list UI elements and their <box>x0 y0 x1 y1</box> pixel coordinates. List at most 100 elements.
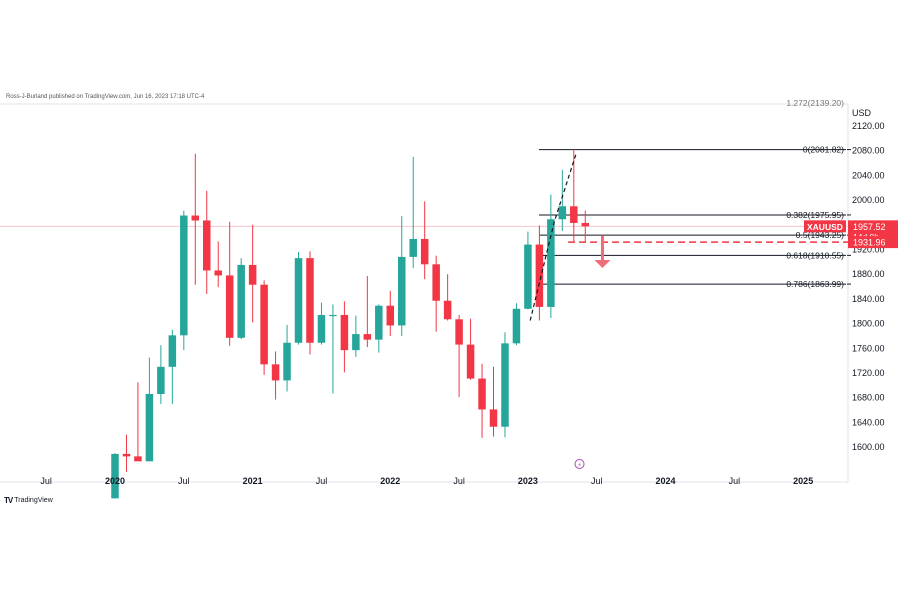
svg-text:⚡: ⚡ <box>577 461 582 469</box>
candle[interactable] <box>157 345 165 404</box>
candle-body <box>214 270 222 276</box>
candle[interactable] <box>581 210 590 243</box>
swing-trendline[interactable] <box>529 153 577 321</box>
candle[interactable] <box>570 149 578 243</box>
price-tick-label: 1600.00 <box>852 442 885 452</box>
candle-body <box>443 300 452 320</box>
candle[interactable] <box>340 301 349 373</box>
symbol-tag-bg <box>804 220 846 233</box>
price-tick-label: 1840.00 <box>852 294 885 304</box>
candle[interactable] <box>271 351 280 400</box>
candle-body <box>157 366 165 394</box>
candle[interactable] <box>375 304 383 353</box>
candle[interactable] <box>317 302 326 345</box>
candle-body <box>191 215 200 221</box>
candle[interactable] <box>191 153 200 285</box>
candle[interactable] <box>547 194 555 319</box>
candle[interactable] <box>478 363 486 438</box>
time-tick-label: 2023 <box>518 476 538 486</box>
candle[interactable] <box>489 366 498 437</box>
candle-body <box>398 256 406 326</box>
tradingview-logo-icon: TV <box>4 496 13 505</box>
candle[interactable] <box>420 201 429 280</box>
candle[interactable] <box>455 314 463 398</box>
candle[interactable] <box>329 304 337 394</box>
candle[interactable] <box>237 258 245 340</box>
time-tick-label: Jul <box>316 476 328 486</box>
candle[interactable] <box>134 382 142 462</box>
price-tick-label: 1800.00 <box>852 319 885 329</box>
candle[interactable] <box>352 315 360 357</box>
candle[interactable] <box>501 332 509 438</box>
time-tick-label: 2020 <box>105 476 125 486</box>
candle[interactable] <box>283 324 291 392</box>
time-tick-label: Jul <box>40 476 52 486</box>
candle[interactable] <box>524 231 532 310</box>
candle[interactable] <box>260 280 268 375</box>
time-tick-label: Jul <box>729 476 741 486</box>
candle[interactable] <box>122 434 131 472</box>
time-tick-label: Jul <box>178 476 190 486</box>
candle[interactable] <box>386 290 395 336</box>
candle[interactable] <box>203 190 211 294</box>
candle-body <box>352 334 360 351</box>
price-tick-label: 2040.00 <box>852 170 885 180</box>
candle-body <box>294 258 303 343</box>
candle-body <box>329 314 337 317</box>
candle[interactable] <box>214 241 222 288</box>
candle-body <box>180 215 188 336</box>
fib-level-label: 0.618(1910.55) <box>786 250 844 260</box>
publish-info: Ross-J-Burland published on TradingView.… <box>6 94 205 100</box>
candle[interactable] <box>180 210 188 351</box>
tradingview-logo: TV TradingView <box>4 496 53 505</box>
time-tick-label: 2024 <box>656 476 676 486</box>
candle-body <box>501 343 509 427</box>
candle[interactable] <box>294 251 303 345</box>
candle-body <box>260 284 268 365</box>
price-tick-label: 2120.00 <box>852 121 885 131</box>
candle[interactable] <box>432 255 440 332</box>
candle-body <box>478 378 486 410</box>
candle-body <box>409 239 417 257</box>
candle-body <box>271 364 280 381</box>
price-tick-label: 1640.00 <box>852 417 885 427</box>
candle-body <box>248 264 257 285</box>
candle[interactable] <box>443 274 452 321</box>
candle-body <box>489 409 498 427</box>
fib-level-label: 0.5(1943.25) <box>796 230 844 240</box>
time-tick-label: 2022 <box>380 476 400 486</box>
candle-body <box>237 264 245 338</box>
target-price-badge-bg <box>848 236 898 249</box>
candle-body <box>225 275 234 338</box>
candle-body <box>455 319 463 345</box>
candle[interactable] <box>558 169 567 231</box>
candle[interactable] <box>225 221 234 346</box>
candle[interactable] <box>466 318 475 380</box>
candle-body <box>558 206 567 220</box>
time-tick-label: Jul <box>591 476 603 486</box>
candle[interactable] <box>168 329 177 404</box>
candle-body <box>363 334 372 340</box>
candle-body <box>134 456 142 462</box>
currency-label: USD <box>852 108 872 118</box>
candle[interactable] <box>398 216 406 336</box>
symbol-tag-text: XAUUSD <box>807 222 843 232</box>
candle[interactable] <box>248 224 257 323</box>
fib-level-label: 0.786(1863.99) <box>786 279 844 289</box>
last-price-value: 1957.52 <box>853 222 886 232</box>
candle-body <box>375 305 383 340</box>
lightning-event-icon[interactable]: ⚡ <box>574 459 585 470</box>
candle[interactable] <box>409 156 417 269</box>
candle-body <box>466 344 475 379</box>
candle[interactable] <box>111 453 119 499</box>
price-tick-label: 1880.00 <box>852 269 885 279</box>
candle[interactable] <box>363 276 372 348</box>
candle[interactable] <box>145 357 154 462</box>
candle-body <box>122 453 131 457</box>
candle[interactable] <box>306 251 314 355</box>
candle[interactable] <box>535 225 544 321</box>
candle-body <box>283 342 291 381</box>
candle-body <box>524 244 532 309</box>
candle[interactable] <box>512 303 521 346</box>
